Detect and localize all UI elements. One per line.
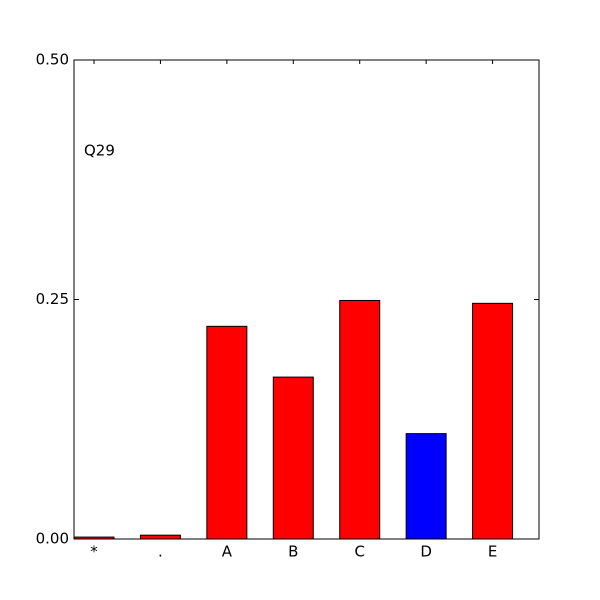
x-tick-label: . [158, 543, 163, 561]
bar [139, 534, 181, 540]
y-tick-label: 0.25 [36, 290, 69, 308]
x-tick-label: * [90, 543, 98, 561]
y-tick-label: 0.00 [36, 530, 69, 548]
x-tick-label: A [222, 543, 233, 561]
x-tick-label: D [420, 543, 432, 561]
bar [272, 376, 314, 540]
annotation: Q29 [84, 142, 115, 160]
bar [206, 325, 248, 540]
x-tick-label: E [488, 543, 497, 561]
x-tick-label: C [354, 543, 364, 561]
plot-frame [73, 59, 540, 540]
bar [339, 299, 381, 540]
bar [405, 433, 447, 540]
y-tick-label: 0.50 [36, 51, 69, 69]
bar [472, 302, 514, 540]
x-tick-label: B [288, 543, 298, 561]
